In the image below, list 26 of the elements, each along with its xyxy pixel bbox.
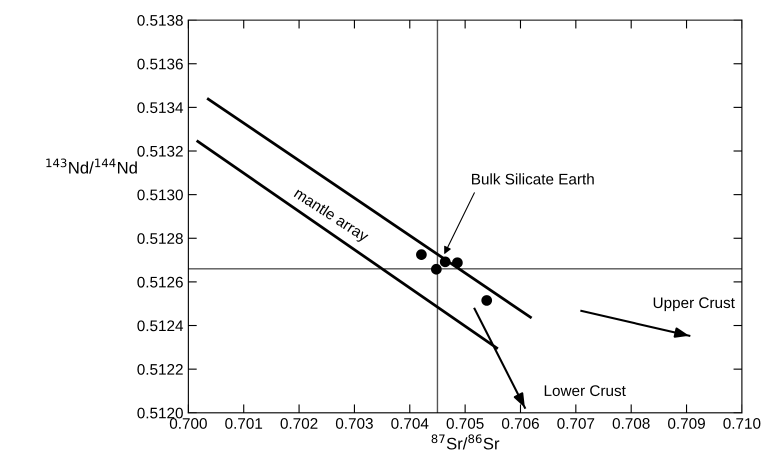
annotation: Upper Crust [654, 297, 735, 312]
x-tick-label: 0.706 [502, 418, 539, 429]
x-tick-label: 0.705 [446, 418, 484, 429]
x-tick-label: 0.709 [668, 418, 705, 429]
y-axis-title: $^{143}$Nd/$^{144}$Nd [46, 158, 137, 174]
x-tick-label: 0.701 [225, 418, 262, 429]
y-tick-label: 0.5132 [137, 146, 183, 157]
y-tick-label: 0.5124 [137, 320, 184, 332]
x-tick-label: 0.710 [723, 418, 760, 429]
y-tick-label: 0.5134 [137, 102, 184, 114]
y-tick-label: 0.5126 [137, 276, 183, 288]
annotation: Lower Crust [544, 385, 626, 396]
x-tick-label: 0.708 [612, 418, 650, 429]
y-tick-label: 0.5138 [137, 14, 183, 26]
y-tick-label: 0.5122 [137, 364, 183, 375]
y-tick-label: 0.5130 [137, 190, 183, 200]
x-tick-label: 0.702 [280, 418, 318, 429]
x-tick-label: 0.700 [170, 418, 207, 429]
annotation: Bulk Silicate Earth [472, 173, 594, 185]
x-tick-label: 0.704 [391, 418, 428, 429]
y-tick-label: 0.5120 [137, 408, 183, 418]
x-tick-label: 0.703 [336, 418, 373, 429]
y-tick-label: 0.5136 [137, 58, 183, 70]
y-tick-label: 0.5128 [137, 233, 183, 244]
x-tick-label: 0.707 [557, 418, 594, 429]
x-axis-title: $^{87}$Sr/$^{86}$Sr [432, 434, 500, 450]
